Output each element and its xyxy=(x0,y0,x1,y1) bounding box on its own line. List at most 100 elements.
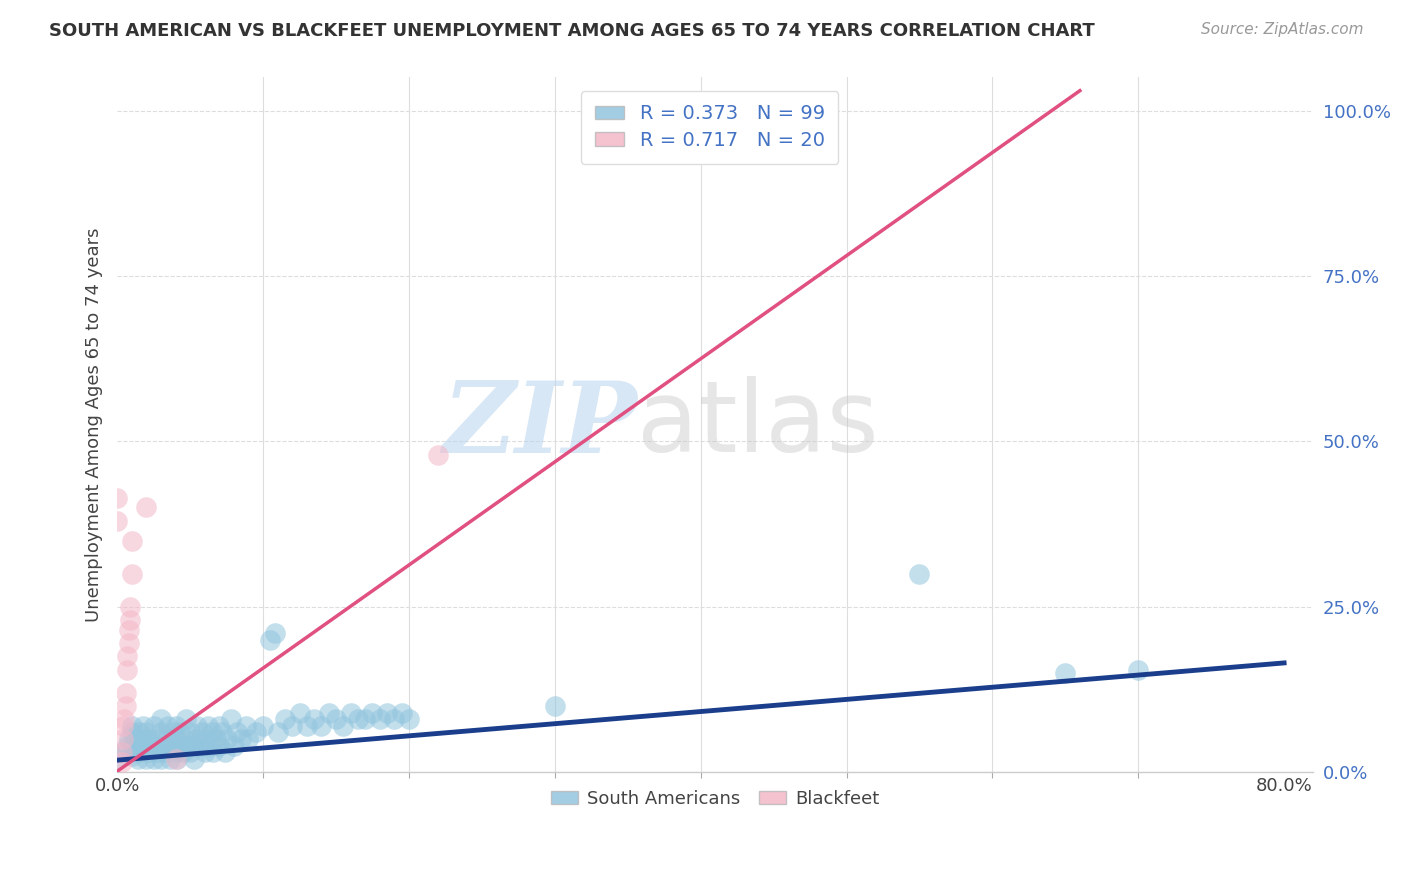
Point xyxy=(391,706,413,720)
Point xyxy=(121,566,143,581)
Point xyxy=(208,719,231,733)
Point xyxy=(191,725,214,739)
Point xyxy=(173,731,195,746)
Point xyxy=(135,725,157,739)
Point xyxy=(142,739,165,753)
Point xyxy=(121,725,143,739)
Point xyxy=(398,712,420,726)
Point xyxy=(111,719,134,733)
Point xyxy=(129,745,152,759)
Point xyxy=(332,719,354,733)
Point xyxy=(167,739,190,753)
Point xyxy=(160,739,183,753)
Point xyxy=(157,719,180,733)
Point xyxy=(121,748,143,763)
Point xyxy=(179,725,201,739)
Point xyxy=(219,712,242,726)
Point xyxy=(222,739,245,753)
Point xyxy=(1128,663,1150,677)
Point xyxy=(155,745,177,759)
Point xyxy=(266,725,288,739)
Point xyxy=(198,739,221,753)
Point xyxy=(128,725,150,739)
Point xyxy=(142,752,165,766)
Point xyxy=(288,706,311,720)
Point xyxy=(172,745,194,759)
Point xyxy=(120,599,142,614)
Point xyxy=(382,712,405,726)
Point xyxy=(281,719,304,733)
Point xyxy=(105,514,128,528)
Point xyxy=(115,686,138,700)
Point xyxy=(186,719,208,733)
Point xyxy=(159,752,181,766)
Point xyxy=(105,491,128,505)
Point xyxy=(263,626,285,640)
Point xyxy=(347,712,370,726)
Point xyxy=(135,739,157,753)
Point xyxy=(132,719,155,733)
Point xyxy=(194,745,217,759)
Point xyxy=(302,712,325,726)
Point xyxy=(311,719,333,733)
Point xyxy=(259,632,281,647)
Point xyxy=(128,739,150,753)
Legend: South Americans, Blackfeet: South Americans, Blackfeet xyxy=(544,782,886,815)
Point xyxy=(318,706,340,720)
Point xyxy=(202,745,225,759)
Point xyxy=(149,739,172,753)
Point xyxy=(235,719,257,733)
Point xyxy=(361,706,384,720)
Point xyxy=(339,706,361,720)
Point xyxy=(205,731,228,746)
Point xyxy=(176,739,198,753)
Point xyxy=(135,752,157,766)
Point xyxy=(427,448,450,462)
Point xyxy=(111,731,134,746)
Point xyxy=(375,706,398,720)
Point xyxy=(110,755,132,769)
Point xyxy=(162,725,184,739)
Point xyxy=(179,745,201,759)
Point xyxy=(181,739,204,753)
Point xyxy=(165,745,187,759)
Text: SOUTH AMERICAN VS BLACKFEET UNEMPLOYMENT AMONG AGES 65 TO 74 YEARS CORRELATION C: SOUTH AMERICAN VS BLACKFEET UNEMPLOYMENT… xyxy=(49,22,1095,40)
Point xyxy=(149,712,172,726)
Point xyxy=(208,739,231,753)
Y-axis label: Unemployment Among Ages 65 to 74 years: Unemployment Among Ages 65 to 74 years xyxy=(86,227,103,622)
Text: atlas: atlas xyxy=(637,376,879,474)
Point xyxy=(215,731,238,746)
Point xyxy=(121,719,143,733)
Point xyxy=(225,725,247,739)
Point xyxy=(165,719,187,733)
Point xyxy=(295,719,318,733)
Point xyxy=(174,712,197,726)
Point xyxy=(142,719,165,733)
Point xyxy=(354,712,377,726)
Point xyxy=(118,636,141,650)
Point xyxy=(121,533,143,548)
Point xyxy=(908,566,931,581)
Point xyxy=(110,745,132,759)
Point xyxy=(194,731,217,746)
Text: Source: ZipAtlas.com: Source: ZipAtlas.com xyxy=(1201,22,1364,37)
Point xyxy=(211,725,233,739)
Point xyxy=(105,752,128,766)
Point xyxy=(169,725,191,739)
Point xyxy=(118,731,141,746)
Point xyxy=(245,725,267,739)
Point xyxy=(114,745,136,759)
Point xyxy=(197,719,219,733)
Text: ZIP: ZIP xyxy=(443,376,637,473)
Point xyxy=(114,712,136,726)
Point xyxy=(238,731,260,746)
Point xyxy=(214,745,236,759)
Point xyxy=(149,725,172,739)
Point xyxy=(252,719,274,733)
Point xyxy=(117,739,139,753)
Point xyxy=(165,752,187,766)
Point xyxy=(135,500,157,515)
Point xyxy=(1054,665,1077,680)
Point xyxy=(166,752,188,766)
Point xyxy=(117,663,139,677)
